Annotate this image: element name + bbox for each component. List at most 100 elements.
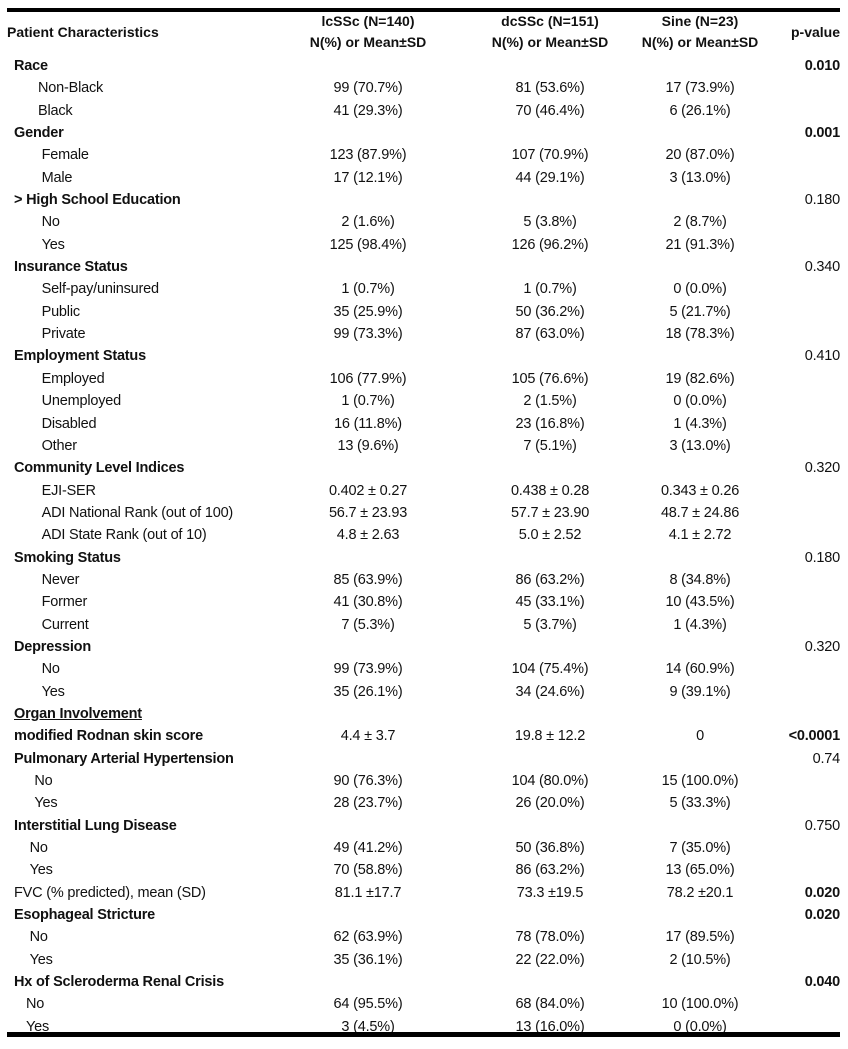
row-label: Non-Black	[38, 80, 104, 97]
cell-dcssc: 7 (5.1%)	[523, 437, 577, 454]
table-row: No 99 (73.9%) 104 (75.4%) 14 (60.9%)	[7, 661, 840, 691]
cell-lcssc: 99 (70.7%)	[333, 80, 403, 97]
table-row: ADI State Rank (out of 10) 4.8 ± 2.63 5.0 …	[7, 527, 840, 557]
cell-dcssc: 57.7 ± 23.90	[510, 504, 590, 521]
table-bottom-rule	[7, 1032, 840, 1037]
cell-lcssc: 99 (73.3%)	[333, 326, 403, 343]
cell-pvalue: <0.0001	[788, 728, 841, 745]
table-row: EJI-SER 0.402 ± 0.27 0.438 ± 0.28 0.343 ± 0…	[7, 483, 840, 513]
cell-dcssc: 73.3 ±19.5	[516, 884, 584, 901]
row-label: Yes	[29, 951, 53, 968]
table-row: Yes 125 (98.4%) 126 (96.2%) 21 (91.3%)	[7, 237, 840, 267]
cell-sine: 9 (39.1%)	[669, 683, 731, 700]
cell-pvalue: 0.320	[804, 460, 840, 477]
cell-sine: 0 (0.0%)	[673, 393, 727, 410]
table-body: Race 0.010 Non-Black 99 (70.7%) 81 (53.6%) 17…	[7, 58, 841, 1049]
cell-dcssc: 104 (80.0%)	[511, 773, 589, 789]
table-row: No 49 (41.2%) 50 (36.8%) 7 (35.0%)	[7, 840, 840, 870]
row-label: Yes	[34, 795, 58, 812]
header-lcssc: lcSSc (N=140) N(%) or Mean±SD	[288, 11, 448, 53]
cell-pvalue: 0.010	[804, 58, 840, 74]
cell-lcssc: 28 (23.7%)	[333, 795, 403, 812]
row-label: Employment Status	[14, 348, 146, 365]
table-row: Private 99 (73.3%) 87 (63.0%) 18 (78.3%)	[7, 326, 840, 356]
row-label: FVC (% predicted), mean (SD)	[14, 884, 206, 901]
row-label: Other	[41, 437, 77, 454]
header-dcssc-stat: N(%) or Mean±SD	[491, 34, 609, 50]
cell-sine: 0 (0.0%)	[673, 281, 727, 298]
cell-lcssc: 125 (98.4%)	[329, 236, 407, 253]
row-label: ADI National Rank (out of 100)	[41, 504, 234, 521]
cell-dcssc: 126 (96.2%)	[511, 236, 589, 253]
cell-sine: 1 (4.3%)	[673, 415, 727, 432]
row-label: modified Rodnan skin score	[14, 728, 203, 745]
row-label: Community Level Indices	[14, 460, 185, 477]
table-section-row: Community Level Indices 0.320	[7, 460, 840, 490]
header-lcssc-stat: N(%) or Mean±SD	[309, 34, 427, 50]
row-label: Yes	[29, 862, 53, 879]
cell-lcssc: 1 (0.7%)	[341, 281, 395, 298]
row-label: Current	[41, 616, 89, 633]
row-label: Never	[41, 571, 80, 588]
cell-dcssc: 5 (3.7%)	[523, 616, 577, 633]
table-row: Yes 35 (36.1%) 22 (22.0%) 2 (10.5%)	[7, 952, 840, 982]
cell-pvalue: 0.020	[804, 907, 840, 924]
cell-dcssc: 81 (53.6%)	[515, 80, 585, 97]
table-row: Never 85 (63.9%) 86 (63.2%) 8 (34.8%)	[7, 572, 840, 602]
cell-dcssc: 13 (16.0%)	[515, 1018, 585, 1035]
row-label: Depression	[14, 638, 91, 655]
cell-pvalue: 0.750	[804, 817, 840, 834]
cell-sine: 2 (10.5%)	[669, 951, 731, 968]
cell-sine: 6 (26.1%)	[669, 102, 731, 119]
cell-sine: 0.343 ± 0.26	[660, 482, 740, 499]
row-label: No	[41, 214, 60, 231]
header-sine: Sine (N=23) N(%) or Mean±SD	[620, 11, 780, 53]
cell-sine: 18 (78.3%)	[665, 326, 735, 343]
row-label: Black	[38, 102, 73, 119]
row-label: Female	[41, 147, 89, 164]
row-label: Interstitial Lung Disease	[14, 817, 177, 834]
cell-sine: 7 (35.0%)	[669, 840, 731, 857]
table-section-row: Interstitial Lung Disease 0.750	[7, 818, 840, 848]
table-row: Public 35 (25.9%) 50 (36.2%) 5 (21.7%)	[7, 304, 840, 334]
row-label: Yes	[41, 683, 65, 700]
cell-lcssc: 7 (5.3%)	[341, 616, 395, 633]
row-label: No	[26, 996, 45, 1013]
cell-pvalue: 0.340	[804, 259, 840, 276]
cell-dcssc: 22 (22.0%)	[515, 951, 585, 968]
table-top-rule	[7, 8, 840, 12]
header-lcssc-title: lcSSc (N=140)	[321, 13, 415, 29]
cell-pvalue: 0.410	[804, 348, 840, 365]
cell-sine: 48.7 ± 24.86	[660, 504, 740, 521]
cell-pvalue: 0.180	[804, 192, 840, 209]
row-label: Race	[14, 58, 48, 74]
header-dcssc-title: dcSSc (N=151)	[501, 13, 599, 29]
cell-sine: 10 (100.0%)	[661, 996, 739, 1013]
cell-lcssc: 3 (4.5%)	[341, 1018, 395, 1035]
cell-lcssc: 49 (41.2%)	[333, 840, 403, 857]
cell-lcssc: 90 (76.3%)	[333, 773, 403, 789]
cell-dcssc: 26 (20.0%)	[515, 795, 585, 812]
table-section-row: Race 0.010	[7, 58, 840, 88]
table-section-row: Insurance Status 0.340	[7, 259, 840, 289]
cell-pvalue: 0.320	[804, 638, 840, 655]
table-row: Employed 106 (77.9%) 105 (76.6%) 19 (82.6%)	[7, 371, 840, 401]
row-label: Gender	[14, 125, 64, 142]
header-characteristics: Patient Characteristics	[7, 24, 159, 40]
cell-dcssc: 2 (1.5%)	[523, 393, 577, 410]
table-row: Other 13 (9.6%) 7 (5.1%) 3 (13.0%)	[7, 438, 840, 468]
table-section-row: Organ Involvement	[7, 706, 840, 736]
row-label: Pulmonary Arterial Hypertension	[14, 750, 234, 767]
row-label: Public	[41, 303, 80, 320]
cell-lcssc: 17 (12.1%)	[333, 169, 403, 186]
table-row: Disabled 16 (11.8%) 23 (16.8%) 1 (4.3%)	[7, 416, 840, 446]
cell-sine: 78.2 ±20.1	[666, 884, 734, 901]
cell-sine: 0	[696, 728, 704, 745]
table-row: Current 7 (5.3%) 5 (3.7%) 1 (4.3%)	[7, 617, 840, 647]
table-row: Non-Black 99 (70.7%) 81 (53.6%) 17 (73.9%)	[7, 80, 840, 110]
cell-dcssc: 44 (29.1%)	[515, 169, 585, 186]
cell-lcssc: 0.402 ± 0.27	[328, 482, 408, 499]
cell-dcssc: 45 (33.1%)	[515, 594, 585, 611]
table-row: Yes 28 (23.7%) 26 (20.0%) 5 (33.3%)	[7, 795, 840, 825]
cell-sine: 19 (82.6%)	[665, 370, 735, 387]
